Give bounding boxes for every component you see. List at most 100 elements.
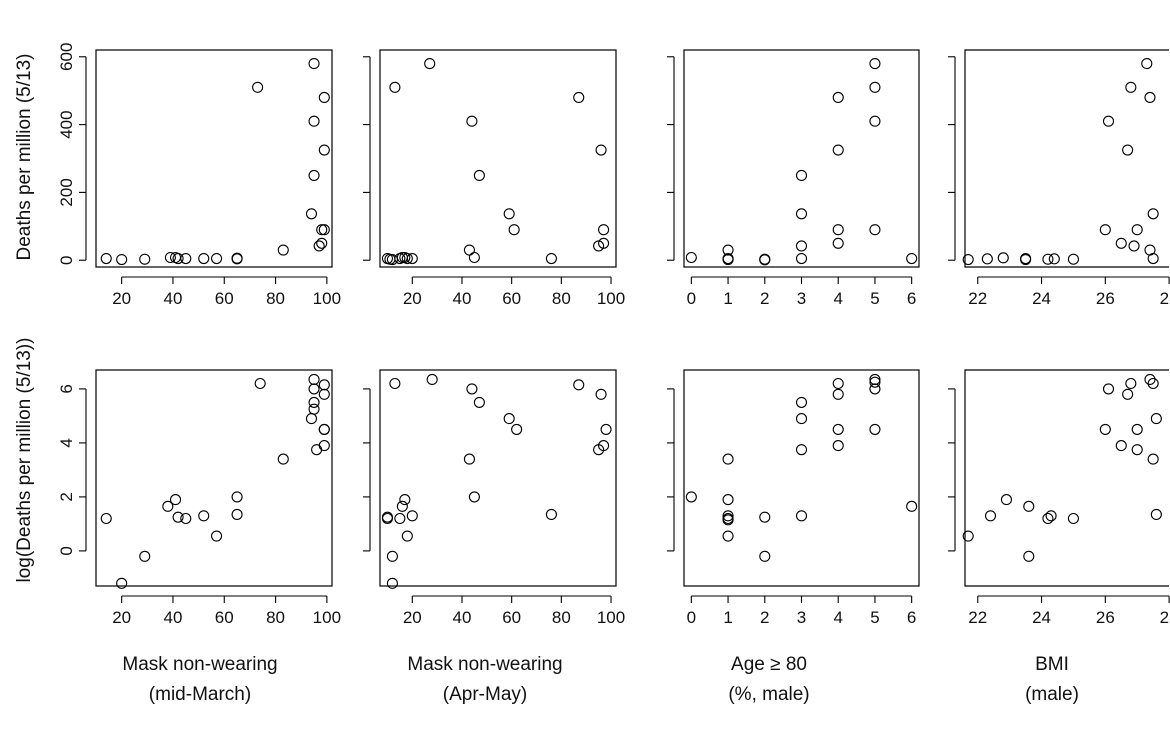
y-tick-label: 6: [57, 384, 76, 393]
data-point: [598, 224, 610, 236]
panel-frame: [379, 369, 617, 587]
data-point: [381, 512, 394, 525]
data-point: [869, 58, 881, 70]
y-tick-label: 2: [57, 492, 76, 501]
y-tick-label: 4: [57, 438, 76, 447]
data-point: [1045, 510, 1057, 522]
data-point: [1122, 144, 1134, 156]
x-tick-label: 6: [907, 289, 916, 308]
data-point: [906, 500, 918, 512]
data-point: [162, 500, 174, 512]
data-point: [1128, 240, 1140, 252]
data-point: [100, 512, 112, 525]
data-point: [832, 377, 844, 390]
data-point: [722, 510, 734, 522]
y-tick-label: 0: [57, 255, 76, 264]
x-tick-label: 100: [597, 289, 625, 308]
data-point: [164, 251, 176, 264]
col1-xlabel-line1: Mask non-wearing: [122, 654, 277, 675]
data-point: [795, 169, 808, 182]
data-point: [468, 491, 480, 503]
data-point: [1147, 252, 1159, 265]
data-point: [316, 237, 328, 249]
data-point: [962, 530, 974, 542]
data-point: [231, 253, 243, 265]
x-tick-label: 100: [313, 608, 341, 627]
panel-frame: [964, 369, 1169, 587]
data-point: [685, 491, 697, 503]
data-point: [211, 252, 223, 265]
data-point: [399, 494, 411, 506]
data-point: [1048, 253, 1060, 265]
panel-frame: [95, 49, 333, 268]
data-point: [1131, 224, 1143, 236]
data-point: [231, 508, 243, 521]
x-tick-label: 5: [870, 608, 879, 627]
x-tick-label: 80: [266, 289, 285, 308]
data-point: [473, 169, 485, 182]
x-tick-label: 20: [403, 289, 422, 308]
data-point: [962, 253, 974, 266]
col3-xlabel-line1: Age ≥ 80: [731, 654, 807, 675]
x-tick-label: 60: [215, 289, 234, 308]
data-point: [722, 530, 734, 542]
x-tick-label: 20: [403, 608, 422, 627]
data-point: [722, 514, 734, 526]
data-point: [313, 240, 325, 252]
x-tick-label: 22: [968, 608, 987, 627]
scatter-panel-5: 0 2 4 6 20 40 60 80 100: [57, 369, 341, 627]
data-point: [869, 376, 881, 388]
data-point: [1099, 423, 1111, 435]
x-tick-label: 28: [1160, 608, 1170, 627]
data-point: [795, 240, 808, 252]
data-point: [308, 403, 320, 415]
x-tick-label: 26: [1096, 289, 1115, 308]
data-point: [832, 237, 844, 249]
x-tick-label: 100: [597, 608, 625, 627]
scatter-panel-2: 20 40 60 80 100: [363, 49, 625, 308]
data-point: [869, 115, 881, 127]
scatter-panel-7: 0 1 2 3 4 5 6: [667, 369, 920, 627]
data-point: [277, 453, 289, 465]
data-point: [573, 379, 585, 391]
x-tick-label: 4: [833, 608, 842, 627]
data-point: [1122, 388, 1134, 400]
data-point: [869, 383, 881, 395]
col3-xlabel-line2: (%, male): [728, 684, 809, 705]
data-point: [1125, 377, 1137, 390]
scatter-panel-1: 0 200 400 600 20 40 60 80 100: [57, 43, 341, 308]
data-point: [426, 373, 438, 386]
data-point: [832, 440, 844, 452]
data-point: [1150, 413, 1162, 425]
data-point: [316, 224, 328, 236]
data-point: [116, 253, 128, 266]
x-tick-label: 60: [502, 608, 521, 627]
data-point: [600, 423, 612, 435]
data-point: [172, 252, 184, 265]
data-point: [406, 252, 418, 265]
data-point: [198, 252, 210, 265]
data-point: [1147, 377, 1159, 390]
data-point: [722, 453, 734, 465]
data-point: [231, 491, 243, 503]
data-point: [318, 91, 330, 104]
data-point: [401, 252, 413, 265]
x-tick-label: 28: [1160, 289, 1170, 308]
x-tick-label: 5: [870, 289, 879, 308]
data-point: [869, 224, 881, 236]
x-tick-label: 40: [163, 289, 182, 308]
data-point: [503, 208, 515, 220]
x-tick-label: 22: [968, 289, 987, 308]
data-point: [318, 440, 330, 452]
panel-frame: [683, 49, 920, 268]
data-point: [386, 577, 398, 589]
data-point: [795, 444, 808, 456]
scatter-panel-4: 22 24 26 28: [948, 49, 1170, 308]
data-point: [463, 453, 475, 465]
data-point: [116, 577, 128, 589]
data-point: [406, 510, 418, 522]
data-point: [503, 413, 515, 425]
data-point: [759, 254, 771, 266]
x-tick-label: 1: [723, 608, 732, 627]
x-tick-label: 40: [163, 608, 182, 627]
